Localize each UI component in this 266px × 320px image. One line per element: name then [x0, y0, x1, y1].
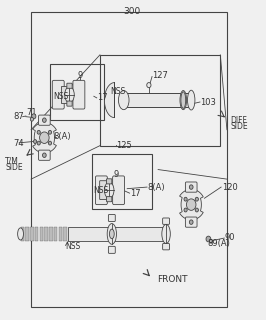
Text: 300: 300 — [123, 7, 140, 16]
Bar — [54, 227, 57, 241]
Circle shape — [37, 141, 40, 145]
Text: 17: 17 — [97, 93, 108, 102]
Text: 125: 125 — [116, 141, 132, 150]
Ellipse shape — [162, 224, 170, 244]
Text: FRONT: FRONT — [157, 275, 187, 284]
Circle shape — [189, 185, 193, 189]
Bar — [25, 227, 29, 241]
Text: 127: 127 — [152, 71, 168, 80]
Circle shape — [43, 153, 46, 157]
Text: 120: 120 — [222, 183, 237, 192]
Text: NSS: NSS — [54, 92, 69, 101]
FancyBboxPatch shape — [67, 83, 72, 88]
FancyBboxPatch shape — [73, 80, 85, 109]
FancyBboxPatch shape — [122, 93, 189, 108]
Polygon shape — [180, 189, 203, 220]
Bar — [20, 227, 24, 241]
Circle shape — [209, 239, 213, 243]
Text: 8(A): 8(A) — [148, 183, 165, 192]
FancyBboxPatch shape — [39, 115, 50, 125]
Text: 9: 9 — [113, 170, 118, 179]
Circle shape — [186, 199, 196, 210]
Circle shape — [147, 83, 151, 88]
Text: 8(A): 8(A) — [54, 132, 71, 141]
Bar — [50, 64, 104, 120]
Circle shape — [189, 220, 193, 224]
Circle shape — [195, 197, 198, 201]
Bar — [100, 55, 220, 146]
FancyBboxPatch shape — [52, 80, 64, 109]
FancyBboxPatch shape — [185, 182, 197, 192]
Text: NSS: NSS — [110, 87, 126, 96]
FancyBboxPatch shape — [68, 227, 163, 241]
FancyBboxPatch shape — [67, 101, 72, 106]
Circle shape — [48, 130, 52, 134]
Text: SIDE: SIDE — [6, 163, 23, 172]
Ellipse shape — [188, 90, 195, 110]
Circle shape — [184, 197, 187, 201]
FancyBboxPatch shape — [108, 246, 115, 253]
FancyBboxPatch shape — [39, 150, 50, 160]
Text: NSS: NSS — [93, 186, 109, 195]
Bar — [30, 227, 34, 241]
FancyBboxPatch shape — [100, 181, 111, 199]
Ellipse shape — [18, 228, 23, 240]
Bar — [31, 12, 227, 307]
Text: NSS: NSS — [65, 242, 81, 251]
Text: 87: 87 — [13, 113, 24, 122]
Circle shape — [48, 141, 52, 145]
Bar — [92, 154, 152, 209]
FancyBboxPatch shape — [113, 176, 124, 204]
Ellipse shape — [180, 91, 186, 110]
Bar — [35, 227, 38, 241]
Bar — [63, 227, 67, 241]
Circle shape — [30, 117, 34, 121]
Circle shape — [43, 118, 46, 123]
Circle shape — [32, 114, 36, 119]
FancyBboxPatch shape — [163, 244, 169, 250]
Text: 9: 9 — [77, 71, 83, 80]
Text: 89(A): 89(A) — [208, 239, 231, 248]
Ellipse shape — [107, 224, 117, 244]
Bar — [61, 86, 71, 103]
Text: 90: 90 — [224, 233, 235, 242]
Circle shape — [34, 140, 37, 143]
Text: DIFF: DIFF — [230, 116, 247, 125]
Ellipse shape — [118, 91, 129, 110]
Circle shape — [195, 208, 198, 212]
Bar — [59, 227, 62, 241]
Ellipse shape — [65, 87, 74, 103]
FancyBboxPatch shape — [95, 176, 107, 204]
FancyBboxPatch shape — [163, 218, 169, 224]
Bar — [44, 227, 48, 241]
Bar — [49, 227, 53, 241]
Circle shape — [40, 132, 49, 143]
FancyBboxPatch shape — [107, 197, 112, 202]
Text: SIDE: SIDE — [230, 122, 248, 131]
FancyBboxPatch shape — [107, 179, 112, 184]
Text: 74: 74 — [13, 139, 24, 148]
Text: T/M: T/M — [6, 157, 19, 166]
Polygon shape — [105, 83, 114, 118]
Text: 103: 103 — [201, 98, 216, 107]
Ellipse shape — [181, 92, 186, 108]
Polygon shape — [33, 123, 56, 153]
Circle shape — [184, 208, 187, 212]
FancyBboxPatch shape — [108, 214, 115, 221]
Circle shape — [206, 236, 211, 242]
Text: 17: 17 — [130, 188, 141, 198]
Circle shape — [37, 130, 40, 134]
Ellipse shape — [109, 229, 114, 239]
Bar — [40, 227, 43, 241]
Text: 71: 71 — [26, 108, 36, 117]
Ellipse shape — [105, 182, 114, 198]
FancyBboxPatch shape — [185, 217, 197, 227]
